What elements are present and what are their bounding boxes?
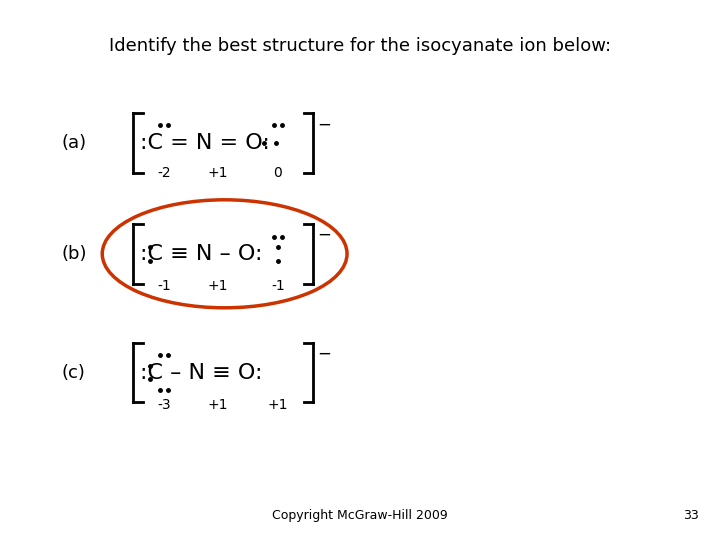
Text: -1: -1 — [271, 279, 285, 293]
Text: −: − — [317, 226, 330, 244]
Text: (a): (a) — [61, 134, 86, 152]
Text: −: − — [317, 115, 330, 133]
Text: +1: +1 — [207, 279, 228, 293]
Text: :C = N = O:: :C = N = O: — [140, 133, 270, 153]
Text: :C – N ≡ O:: :C – N ≡ O: — [140, 362, 263, 383]
Text: +1: +1 — [207, 398, 228, 412]
Text: :C ≡ N – O:: :C ≡ N – O: — [140, 244, 263, 264]
Text: -2: -2 — [158, 166, 171, 180]
Text: Copyright McGraw-Hill 2009: Copyright McGraw-Hill 2009 — [272, 509, 448, 522]
Text: (c): (c) — [61, 363, 85, 382]
Text: +1: +1 — [268, 398, 288, 412]
Text: (b): (b) — [61, 245, 86, 263]
Text: -1: -1 — [157, 279, 171, 293]
Text: 0: 0 — [274, 166, 282, 180]
Text: -3: -3 — [158, 398, 171, 412]
Text: −: − — [317, 345, 330, 363]
Text: +1: +1 — [207, 166, 228, 180]
Text: Identify the best structure for the isocyanate ion below:: Identify the best structure for the isoc… — [109, 37, 611, 55]
Text: 33: 33 — [683, 509, 699, 522]
